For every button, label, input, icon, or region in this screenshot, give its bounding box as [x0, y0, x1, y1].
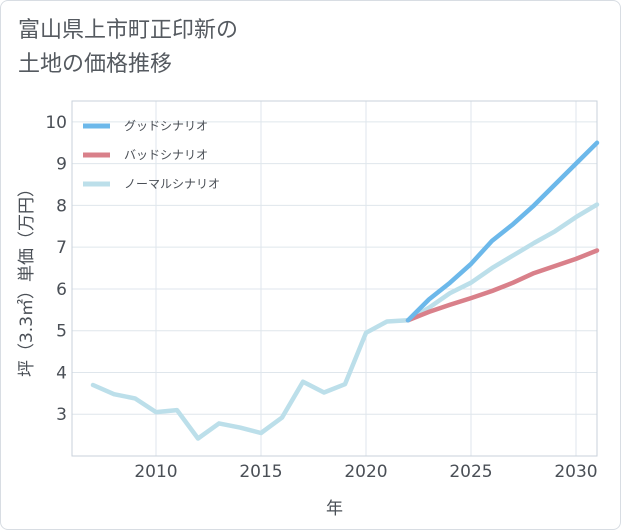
x-tick-label: 2030: [554, 462, 597, 482]
y-axis-label: 坪（3.3㎡）単価（万円）: [17, 180, 37, 377]
chart-title: 富山県上市町正印新の 土地の価格推移: [18, 18, 239, 77]
y-axis-ticks: 3 4 5 6 7 8 9 10: [45, 113, 67, 425]
y-tick-label: 6: [56, 280, 67, 300]
gridlines: [72, 101, 597, 456]
y-tick-label: 4: [56, 363, 67, 383]
legend-label: ノーマルシナリオ: [124, 177, 220, 191]
series-line-0: [405, 140, 600, 323]
y-tick-label: 9: [56, 155, 67, 175]
series-line-2: [90, 202, 600, 441]
legend-label: グッドシナリオ: [124, 119, 208, 133]
y-tick-label: 3: [56, 405, 67, 425]
x-tick-label: 2020: [344, 462, 387, 482]
y-tick-label: 5: [56, 322, 67, 342]
series-line-1: [405, 248, 600, 323]
x-tick-label: 2025: [449, 462, 492, 482]
y-tick-label: 10: [45, 113, 67, 133]
y-tick-label: 7: [56, 238, 67, 258]
x-axis-label: 年: [326, 499, 343, 519]
x-tick-label: 2010: [134, 462, 177, 482]
series-lines: [90, 140, 600, 441]
plot-area-frame: [71, 100, 598, 457]
x-axis-ticks: 2010 2015 2020 2025 2030: [134, 462, 597, 482]
y-tick-label: 8: [56, 196, 67, 216]
legend-label: バッドシナリオ: [124, 148, 208, 162]
x-tick-label: 2015: [239, 462, 282, 482]
